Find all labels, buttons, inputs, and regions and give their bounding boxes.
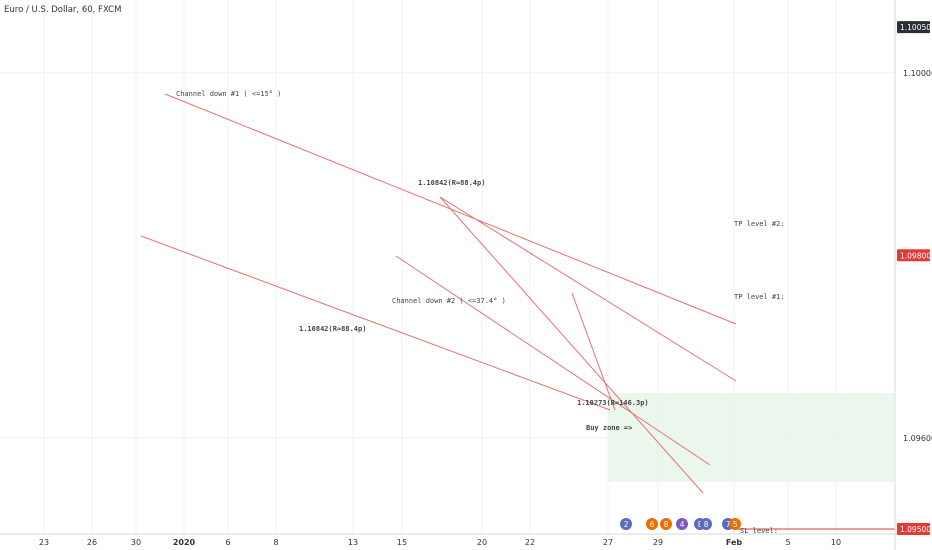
price-label — [897, 21, 930, 34]
annotation-sl: SL level: — [740, 527, 778, 535]
annotation-peak-label: 1.10842(R≈88.4p) — [418, 179, 485, 187]
price-label — [897, 523, 930, 535]
x-tick-label: 8 — [273, 538, 278, 547]
trendline — [571, 292, 616, 411]
event-badge[interactable] — [620, 518, 632, 530]
x-tick-label: 29 — [653, 538, 663, 547]
x-tick-label: 22 — [525, 538, 535, 547]
x-tick-label: 6 — [225, 538, 230, 547]
event-badge[interactable] — [676, 518, 688, 530]
annotation-buy-zone: Buy zone => — [586, 424, 632, 432]
x-tick-label: 20 — [477, 538, 487, 547]
event-badge-count: 5 — [733, 520, 738, 529]
x-tick-label: 15 — [397, 538, 407, 547]
trendline — [140, 235, 611, 411]
x-tick-label: 13 — [348, 538, 358, 547]
event-badges[interactable]: 26848875 — [620, 518, 741, 530]
x-tick-label: 30 — [131, 538, 141, 547]
event-badge[interactable] — [660, 518, 672, 530]
annotation-tp1: TP level #1: — [734, 293, 785, 301]
trendline — [439, 196, 737, 382]
price-label-text: 1.10050 — [900, 23, 931, 32]
event-badge[interactable] — [700, 518, 712, 530]
event-badge-count: 8 — [704, 520, 709, 529]
event-badge-count: 6 — [650, 520, 655, 529]
y-tick-label: 1.10000 — [903, 69, 932, 78]
annotation-channel-1: Channel down #1 ( <=15° ) — [176, 90, 281, 98]
x-tick-label: 23 — [39, 538, 49, 547]
x-tick-label: 10 — [831, 538, 841, 547]
trendline — [395, 255, 711, 466]
event-badge[interactable] — [646, 518, 658, 530]
y-tick-label: 1.09600 — [903, 434, 932, 443]
horizontal-levels — [736, 528, 895, 530]
event-badge-count: 7 — [726, 520, 731, 529]
annotation-channel-2: Channel down #2 ( <=37.4° ) — [392, 297, 506, 305]
trendlines — [140, 93, 737, 494]
event-badge-count: 2 — [624, 520, 629, 529]
buy-zone — [608, 393, 894, 482]
x-tick-label: 2020 — [173, 538, 196, 547]
price-axis[interactable]: 1.130001.128001.126001.124001.122001.120… — [903, 0, 932, 443]
annotation-tp2: TP level #2: — [734, 220, 785, 228]
trendline — [439, 196, 704, 494]
annotation-low-left: 1.10842(R≈88.4p) — [299, 325, 366, 333]
x-tick-label: 26 — [87, 538, 97, 547]
time-axis[interactable]: 23 26 30 2020 6 8 13 15 20 22 27 29 Feb 5 10 — [39, 538, 841, 547]
event-badge-count: 4 — [680, 520, 685, 529]
chart-title: Euro / U.S. Dollar, 60, FXCM — [4, 5, 121, 15]
x-tick-label: 5 — [785, 538, 790, 547]
annotation-low-right: 1.10273(R≈146.3p) — [577, 399, 649, 407]
x-tick-label: Feb — [726, 538, 743, 547]
event-badge-count: 8 — [664, 520, 669, 529]
price-labels: 1.114891.109941.108001.1023600:101.10050… — [897, 21, 931, 535]
price-label-text: 1.09800 — [900, 251, 931, 260]
x-tick-label: 27 — [603, 538, 613, 547]
event-badge[interactable] — [729, 518, 741, 530]
price-label — [897, 249, 930, 262]
price-label-text: 1.09500 — [900, 525, 931, 534]
